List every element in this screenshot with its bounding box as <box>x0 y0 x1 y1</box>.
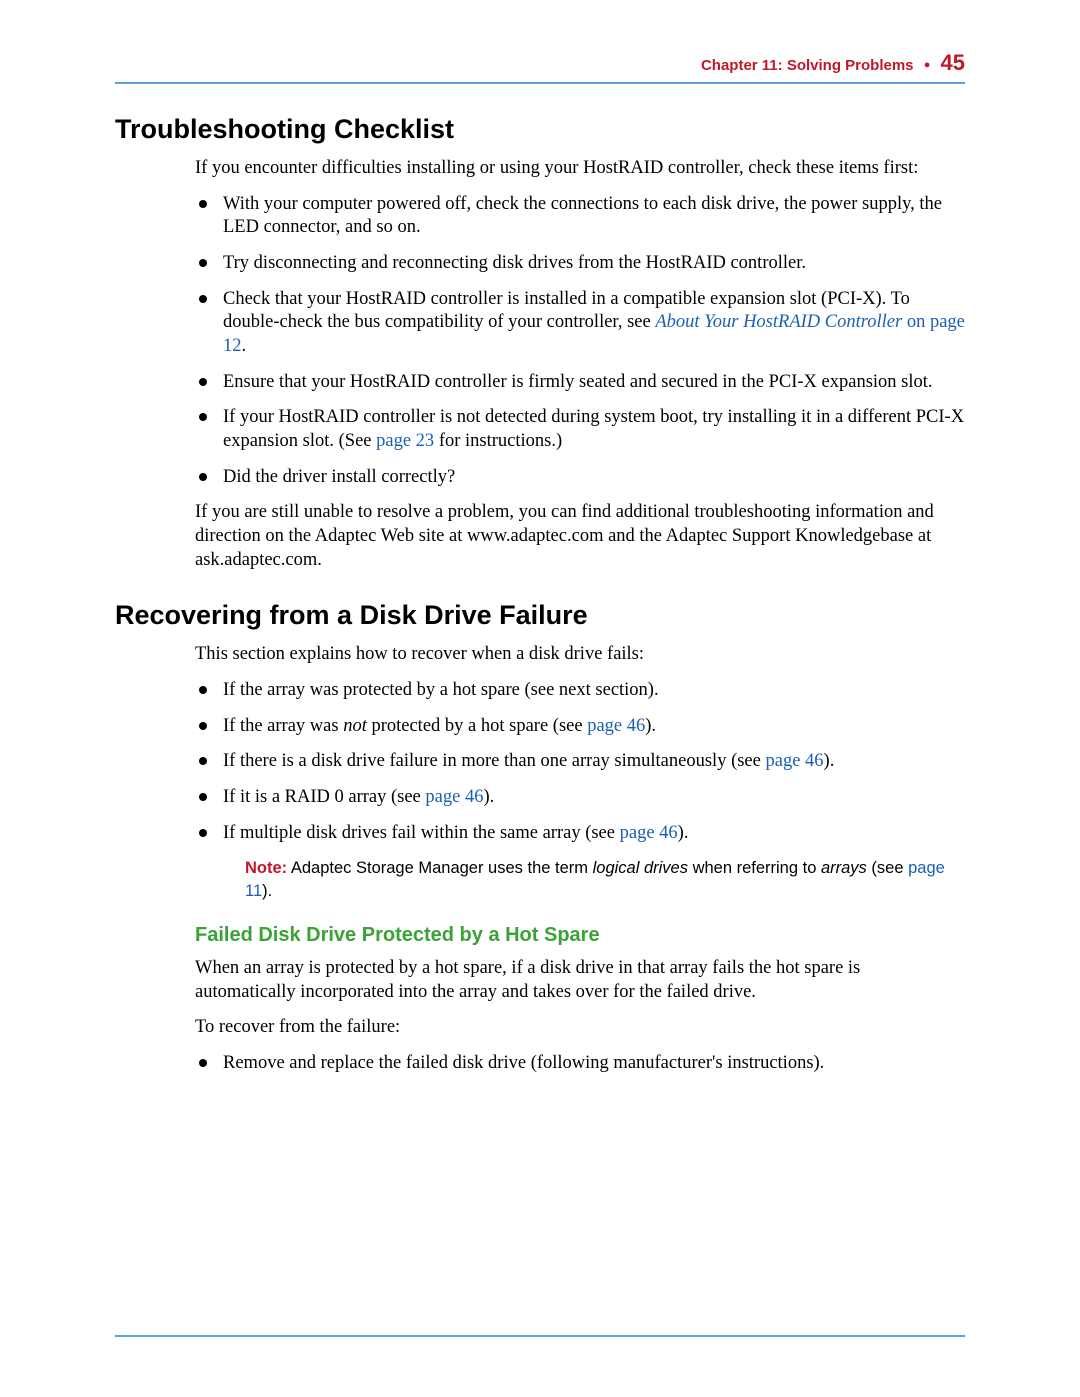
sub-p2: To recover from the failure: <box>195 1016 965 1040</box>
bullet-text: If there is a disk drive failure in more… <box>223 751 765 771</box>
note-text-mid: when referring to <box>688 859 821 877</box>
list-item: Did the driver install correctly? <box>195 466 965 490</box>
header-rule <box>115 82 965 84</box>
list-item: Remove and replace the failed disk drive… <box>195 1052 965 1076</box>
bullet-text: Did the driver install correctly? <box>223 467 455 487</box>
bullet-text-mid: protected by a hot spare (see <box>367 716 587 736</box>
heading-failed-disk-hot-spare: Failed Disk Drive Protected by a Hot Spa… <box>195 924 965 947</box>
list-item: Check that your HostRAID controller is i… <box>195 288 965 359</box>
bullet-text: Try disconnecting and reconnecting disk … <box>223 253 806 273</box>
bullet-text-tail: ). <box>483 787 494 807</box>
heading-troubleshooting-checklist: Troubleshooting Checklist <box>115 114 965 145</box>
bullet-text-tail: ). <box>824 751 835 771</box>
list-item: With your computer powered off, check th… <box>195 193 965 240</box>
bullet-separator-icon: ● <box>924 59 931 71</box>
bullet-text: If it is a RAID 0 array (see <box>223 787 425 807</box>
note-label: Note: <box>245 859 287 877</box>
section2-bullet-list: If the array was protected by a hot spar… <box>195 679 965 845</box>
list-item: If multiple disk drives fail within the … <box>195 822 965 846</box>
link-page-46[interactable]: page 46 <box>425 787 483 807</box>
link-about-hostraid-controller[interactable]: About Your HostRAID Controller <box>655 312 902 332</box>
sub-bullet-list: Remove and replace the failed disk drive… <box>195 1052 965 1076</box>
page-number: 45 <box>941 50 965 75</box>
footer-rule <box>115 1335 965 1337</box>
bullet-text: If the array was protected by a hot spar… <box>223 680 659 700</box>
document-page: Chapter 11: Solving Problems ● 45 Troubl… <box>0 0 1080 1397</box>
bullet-text: If your HostRAID controller is not detec… <box>223 407 964 451</box>
list-item: Ensure that your HostRAID controller is … <box>195 371 965 395</box>
page-header: Chapter 11: Solving Problems ● 45 <box>115 50 965 76</box>
bullet-text: If the array was <box>223 716 343 736</box>
list-item: If your HostRAID controller is not detec… <box>195 406 965 453</box>
heading-recovering-from-disk-failure: Recovering from a Disk Drive Failure <box>115 600 965 631</box>
section1-bullet-list: With your computer powered off, check th… <box>195 193 965 490</box>
list-item: If there is a disk drive failure in more… <box>195 750 965 774</box>
bullet-text: Remove and replace the failed disk drive… <box>223 1053 824 1073</box>
link-page-46[interactable]: page 46 <box>620 823 678 843</box>
bullet-text: If multiple disk drives fail within the … <box>223 823 620 843</box>
link-page-46[interactable]: page 46 <box>587 716 645 736</box>
bullet-text: Ensure that your HostRAID controller is … <box>223 372 933 392</box>
note-text-post: (see <box>867 859 908 877</box>
bullet-text-tail: . <box>242 336 247 356</box>
note-text-tail: ). <box>262 882 272 900</box>
sub-p1: When an array is protected by a hot spar… <box>195 957 965 1004</box>
note-text: Adaptec Storage Manager uses the term <box>287 859 592 877</box>
bullet-text-tail: for instructions.) <box>434 431 562 451</box>
list-item: Try disconnecting and reconnecting disk … <box>195 252 965 276</box>
bullet-text: With your computer powered off, check th… <box>223 194 942 238</box>
section2-intro: This section explains how to recover whe… <box>195 643 965 667</box>
italic-not: not <box>343 716 367 736</box>
note-block: Note: Adaptec Storage Manager uses the t… <box>245 857 965 902</box>
note-italic-arrays: arrays <box>821 859 867 877</box>
section1-outro: If you are still unable to resolve a pro… <box>195 501 965 572</box>
bullet-text-tail: ). <box>645 716 656 736</box>
bullet-text-tail: ). <box>678 823 689 843</box>
link-page-46[interactable]: page 46 <box>765 751 823 771</box>
link-page-23[interactable]: page 23 <box>376 431 434 451</box>
section1-intro: If you encounter difficulties installing… <box>195 157 965 181</box>
list-item: If the array was protected by a hot spar… <box>195 679 965 703</box>
note-italic-logical-drives: logical drives <box>593 859 688 877</box>
list-item: If it is a RAID 0 array (see page 46). <box>195 786 965 810</box>
list-item: If the array was not protected by a hot … <box>195 715 965 739</box>
chapter-label: Chapter 11: Solving Problems <box>701 57 914 74</box>
